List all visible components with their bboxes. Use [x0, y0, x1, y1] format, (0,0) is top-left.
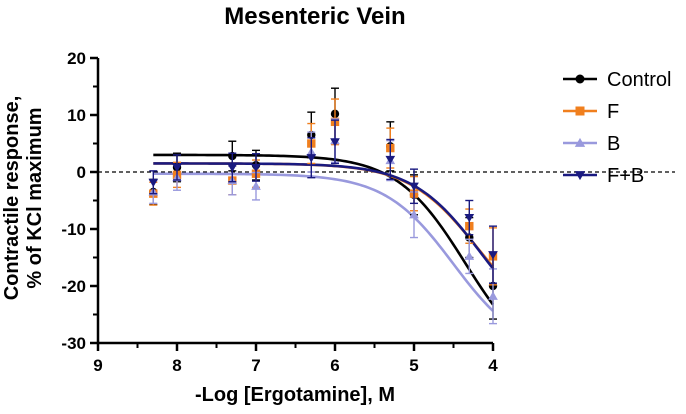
y-tick-label: 0: [77, 163, 86, 182]
series-control: [149, 87, 498, 320]
x-tick-label: 9: [93, 356, 102, 375]
axes: -30 -20 -10 0 10 20 9 8 7 6 5 4: [61, 49, 675, 375]
data-point-b: [409, 209, 419, 219]
y-tick-label: -20: [61, 277, 86, 296]
x-tick-label: 5: [409, 356, 418, 375]
fit-curve-control: [153, 153, 495, 306]
series-f: [149, 98, 498, 286]
legend-marker-b: [574, 137, 586, 147]
legend-label-f: F: [607, 101, 619, 123]
legend-marker-f-b: [574, 171, 586, 181]
fit-curve-f-b: [153, 162, 495, 270]
data-point-f-b: [251, 163, 261, 173]
data-point-f-b: [330, 138, 340, 147]
legend-label-b: B: [607, 133, 620, 155]
legend-label-control: Control: [607, 69, 671, 91]
y-tick-label: 20: [67, 49, 86, 68]
legend-label-f-b: F+B: [607, 165, 644, 187]
fit-curve-b: [153, 172, 494, 312]
y-tick-label: 10: [67, 106, 86, 125]
data-point-f-b: [464, 214, 475, 223]
data-point-f-b: [148, 178, 159, 188]
y-tick-label: -30: [61, 334, 86, 353]
data-points: [148, 87, 498, 325]
y-axis-label-line2: % of KCl maximum: [24, 107, 46, 288]
y-axis-label-line1: Contractile response,: [1, 96, 23, 301]
x-tick-label: 7: [251, 356, 260, 375]
legend-marker-control: [575, 74, 585, 84]
data-point-b: [488, 291, 498, 300]
series-f-b: [148, 119, 498, 284]
legend-marker-f: [575, 106, 585, 116]
x-tick-label: 6: [330, 356, 339, 375]
data-point-f-b: [227, 163, 238, 173]
fit-curves: [153, 153, 495, 312]
series-b: [148, 118, 498, 325]
data-point-f-b: [172, 163, 182, 173]
data-point-f-b: [306, 154, 317, 163]
data-point-f-b: [488, 251, 498, 260]
chart-title: Mesenteric Vein: [224, 3, 405, 30]
x-tick-label: 4: [488, 356, 498, 375]
data-point-f-b: [385, 155, 396, 165]
x-axis-label: -Log [Ergotamine], M: [195, 384, 395, 406]
data-point-f-b: [409, 182, 419, 192]
x-tick-label: 8: [172, 356, 181, 375]
y-tick-label: -10: [61, 220, 86, 239]
legend: Control FB F+B: [563, 69, 671, 187]
data-point-b: [251, 181, 261, 190]
data-point-b: [464, 251, 475, 260]
